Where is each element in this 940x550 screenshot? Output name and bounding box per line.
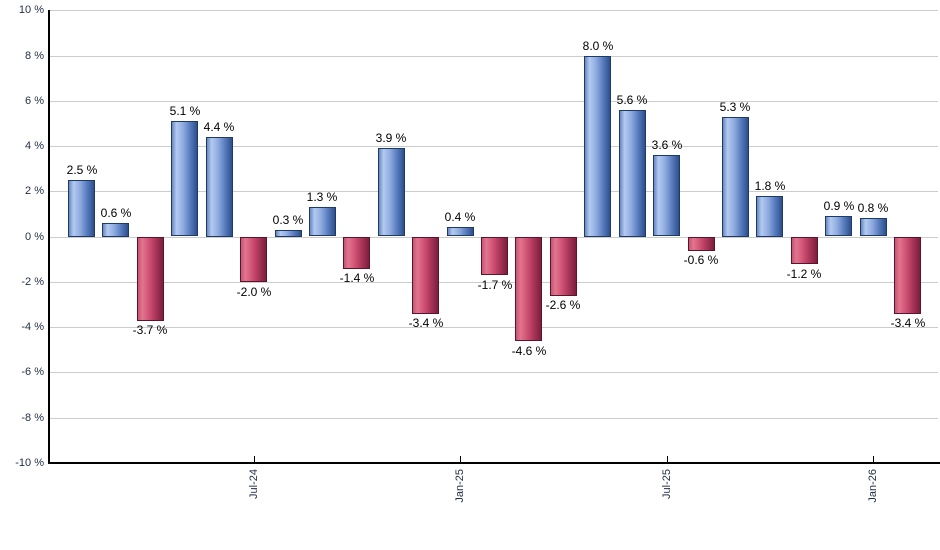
bar-value-label: 1.3 % [306, 190, 338, 204]
y-tick-label: 2 % [25, 185, 44, 197]
x-tick-label-Jan-26: Jan-26 [867, 469, 879, 503]
bar-17 [619, 110, 646, 237]
bar-value-label: -0.6 % [683, 253, 719, 267]
x-tick-Jan-25 [460, 456, 461, 462]
gridline-8 [48, 56, 938, 57]
bar-value-label: 1.8 % [754, 179, 786, 193]
bar-7 [275, 230, 302, 237]
y-tick-label: 8 % [25, 50, 44, 62]
bar-value-label: 0.3 % [272, 213, 304, 227]
bar-value-label: -2.6 % [545, 298, 581, 312]
x-tick-label-Jan-25: Jan-25 [454, 469, 466, 503]
bar-value-label: -3.7 % [132, 323, 168, 337]
bar-value-label: 3.9 % [375, 131, 407, 145]
bar-value-label: 0.4 % [444, 210, 476, 224]
y-tick-label: -2 % [21, 276, 44, 288]
y-tick-label: -10 % [15, 457, 44, 469]
bar-value-label: 5.6 % [616, 93, 648, 107]
bar-value-label: 3.6 % [651, 138, 683, 152]
bar-value-label: 5.3 % [719, 100, 751, 114]
gridline--8 [48, 418, 938, 419]
x-tick-Jan-26 [873, 456, 874, 462]
bar-value-label: -1.4 % [339, 271, 375, 285]
bar-6 [240, 237, 267, 282]
bar-24 [860, 218, 887, 236]
y-tick-label: 4 % [25, 140, 44, 152]
bar-11 [412, 237, 439, 314]
y-tick-label: 0 % [25, 231, 44, 243]
bar-value-label: -3.4 % [408, 316, 444, 330]
bar-21 [756, 196, 783, 237]
x-tick-label-Jul-24: Jul-24 [248, 469, 260, 499]
bar-value-label: 8.0 % [582, 39, 614, 53]
gridline--6 [48, 372, 938, 373]
bar-value-label: 4.4 % [203, 120, 235, 134]
bar-16 [584, 56, 611, 237]
gridline--4 [48, 327, 938, 328]
y-tick-label: -4 % [21, 321, 44, 333]
gridline-10 [48, 10, 938, 11]
bar-value-label: 0.9 % [823, 199, 855, 213]
bar-value-label: -3.4 % [890, 316, 926, 330]
bar-13 [481, 237, 508, 275]
bar-19 [688, 237, 715, 251]
bar-1 [68, 180, 95, 237]
bar-9 [343, 237, 370, 269]
bar-value-label: 0.8 % [857, 201, 889, 215]
bar-value-label: -1.7 % [477, 278, 513, 292]
bar-2 [102, 223, 129, 237]
bar-12 [447, 227, 474, 236]
bar-5 [206, 137, 233, 237]
x-tick-Jul-25 [667, 456, 668, 462]
bar-4 [171, 121, 198, 236]
bar-14 [515, 237, 542, 341]
bar-25 [894, 237, 921, 314]
bar-value-label: -2.0 % [236, 285, 272, 299]
x-axis-line [48, 462, 940, 464]
gridline-2 [48, 191, 938, 192]
bar-20 [722, 117, 749, 237]
x-tick-Jul-24 [254, 456, 255, 462]
y-tick-label: 6 % [25, 95, 44, 107]
bar-23 [825, 216, 852, 236]
bar-3 [137, 237, 164, 321]
gridline-6 [48, 101, 938, 102]
bar-value-label: 5.1 % [169, 104, 201, 118]
bar-value-label: -1.2 % [786, 267, 822, 281]
y-axis-line [48, 10, 50, 464]
bar-15 [550, 237, 577, 296]
bar-10 [378, 148, 405, 236]
y-tick-label: 10 % [18, 4, 44, 16]
gridline--2 [48, 282, 938, 283]
bar-value-label: 2.5 % [66, 163, 98, 177]
bar-value-label: -4.6 % [511, 344, 547, 358]
y-tick-label: -6 % [21, 366, 44, 378]
bar-value-label: 0.6 % [100, 206, 132, 220]
x-tick-label-Jul-25: Jul-25 [661, 469, 673, 499]
gridline-4 [48, 146, 938, 147]
bar-22 [791, 237, 818, 264]
bar-8 [309, 207, 336, 236]
bar-18 [653, 155, 680, 236]
y-tick-label: -8 % [21, 412, 44, 424]
